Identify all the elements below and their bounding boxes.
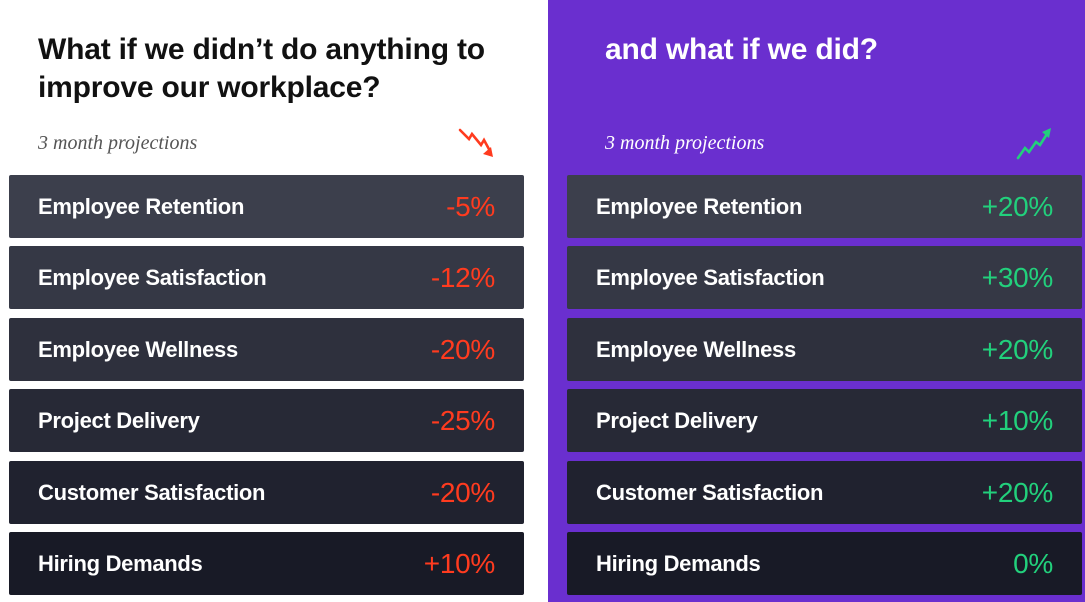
metric-row: Employee Retention +20% [567,175,1082,238]
trend-up-icon [1016,128,1051,160]
metric-label: Project Delivery [38,408,200,434]
metric-row: Employee Satisfaction -12% [9,246,524,310]
metric-label: Project Delivery [596,408,758,434]
scenario-no-action-panel: What if we didn’t do anything to improve… [9,33,524,595]
metric-value: +30% [981,262,1054,294]
metric-value: +10% [981,405,1054,437]
metric-row: Project Delivery -25% [9,389,524,453]
metric-label: Employee Wellness [596,336,796,362]
metric-label: Customer Satisfaction [38,479,266,505]
metric-label: Employee Wellness [38,336,238,362]
metric-label: Employee Retention [596,194,803,219]
metric-row: Customer Satisfaction +20% [567,460,1082,524]
projection-subtitle: 3 month projections [605,132,765,154]
projection-subtitle: 3 month projections [38,132,198,154]
metric-row: Hiring Demands 0% [567,531,1082,595]
metric-value: +10% [423,547,496,579]
metrics-list: Employee Retention +20% Employee Satisfa… [567,175,1082,595]
metric-label: Employee Satisfaction [596,265,825,291]
panel-title: What if we didn’t do anything to improve… [38,33,485,104]
metric-row: Employee Wellness -20% [9,317,524,381]
metric-label: Hiring Demands [38,550,203,576]
metric-value: +20% [981,476,1054,508]
metric-value: +20% [981,191,1054,222]
metric-value: -20% [430,333,495,365]
panel-title: and what if we did? [605,33,878,66]
metric-row: Employee Retention -5% [9,175,524,238]
trend-down-icon [458,128,493,157]
metrics-list: Employee Retention -5% Employee Satisfac… [9,175,524,595]
metric-row: Project Delivery +10% [567,389,1082,453]
metric-value: +20% [981,333,1054,365]
metric-row: Employee Wellness +20% [567,317,1082,381]
metric-value: -5% [446,191,495,222]
metric-label: Employee Retention [38,194,245,219]
metric-value: -20% [430,476,495,508]
metric-value: -12% [430,262,495,294]
metric-row: Customer Satisfaction -20% [9,460,524,524]
metric-row: Hiring Demands +10% [9,531,524,595]
metric-value: 0% [1013,547,1053,579]
metric-label: Customer Satisfaction [596,479,824,505]
metric-row: Employee Satisfaction +30% [567,246,1082,310]
metric-label: Hiring Demands [596,550,761,576]
metric-label: Employee Satisfaction [38,265,267,291]
metric-value: -25% [430,405,495,437]
scenario-action-panel: and what if we did? 3 month projections … [548,0,1085,602]
